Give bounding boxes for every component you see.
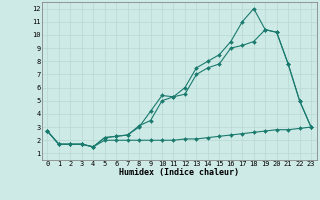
X-axis label: Humidex (Indice chaleur): Humidex (Indice chaleur)	[119, 168, 239, 177]
